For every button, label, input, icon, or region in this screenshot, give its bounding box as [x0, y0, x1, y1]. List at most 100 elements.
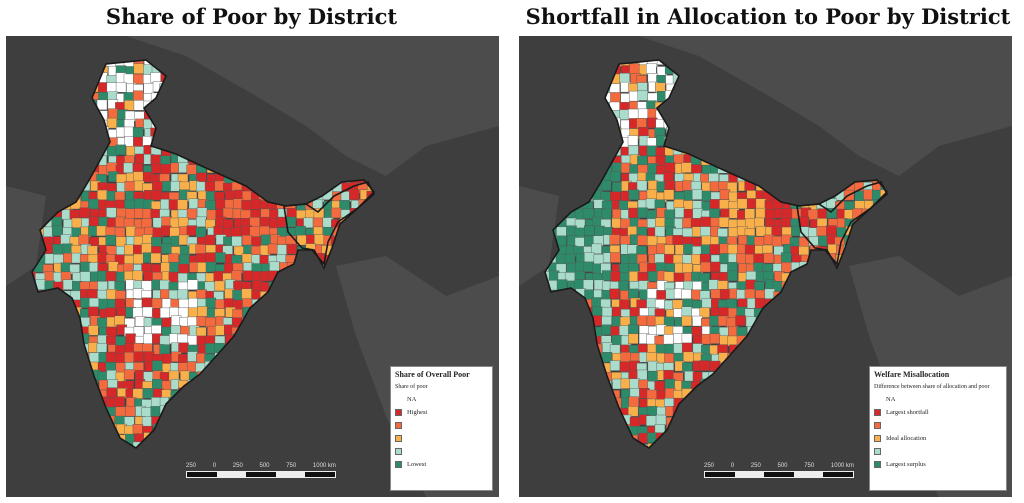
district — [755, 353, 766, 365]
scale-tick: 250 — [186, 463, 197, 469]
district — [53, 315, 64, 327]
district — [854, 325, 866, 337]
district — [834, 370, 846, 381]
district — [331, 343, 342, 354]
district — [798, 246, 809, 257]
district — [773, 423, 784, 435]
district — [51, 144, 62, 155]
district — [710, 90, 722, 102]
district — [754, 173, 766, 184]
district — [204, 343, 216, 354]
district — [115, 406, 126, 418]
district — [846, 290, 857, 302]
district — [314, 434, 325, 445]
district — [205, 317, 216, 328]
district — [287, 181, 299, 193]
district — [755, 163, 766, 174]
district — [215, 443, 226, 448]
district — [125, 333, 136, 344]
district — [755, 137, 766, 149]
district — [231, 236, 243, 247]
district — [592, 452, 602, 462]
district — [279, 183, 290, 194]
district — [808, 424, 819, 436]
district — [718, 72, 729, 83]
district — [34, 417, 45, 428]
district — [817, 280, 829, 291]
scale-tick: 750 — [804, 463, 815, 469]
district — [169, 101, 180, 112]
district — [782, 163, 793, 174]
district — [582, 182, 594, 193]
district — [583, 396, 595, 407]
district — [51, 344, 63, 356]
district — [682, 137, 693, 149]
district — [79, 135, 90, 147]
district — [88, 297, 100, 309]
district — [287, 174, 298, 185]
district — [728, 414, 740, 425]
district — [647, 271, 659, 282]
district — [278, 406, 290, 418]
district — [574, 110, 585, 121]
district — [44, 298, 55, 310]
district — [728, 109, 739, 121]
district — [737, 198, 748, 209]
district — [565, 397, 577, 409]
district — [807, 127, 819, 138]
district — [682, 117, 694, 129]
district — [242, 270, 254, 281]
district — [187, 335, 198, 346]
district — [809, 182, 820, 193]
district — [366, 208, 374, 219]
district — [80, 451, 90, 461]
district — [231, 110, 242, 121]
legend-item — [395, 420, 488, 430]
district — [187, 117, 199, 129]
district — [207, 416, 218, 428]
district — [367, 417, 374, 428]
district — [646, 389, 658, 401]
district — [763, 380, 774, 391]
district — [89, 126, 100, 138]
district — [70, 416, 81, 427]
district — [891, 181, 901, 191]
district — [33, 398, 44, 409]
district — [891, 226, 901, 236]
district — [124, 136, 135, 147]
district — [234, 426, 245, 437]
district — [681, 315, 692, 327]
district — [575, 91, 587, 103]
district — [124, 352, 135, 363]
district — [637, 207, 648, 218]
district — [80, 424, 91, 435]
district — [558, 353, 569, 364]
district — [807, 334, 818, 346]
district — [288, 380, 299, 391]
district — [170, 390, 182, 401]
district — [574, 441, 585, 448]
district — [32, 100, 38, 112]
district — [331, 307, 343, 319]
district — [215, 252, 226, 263]
district — [583, 145, 594, 157]
district — [584, 333, 595, 345]
district — [32, 75, 37, 86]
district — [61, 156, 73, 167]
district — [276, 289, 288, 300]
district — [178, 110, 189, 122]
district — [754, 92, 765, 103]
district — [548, 405, 559, 417]
district — [44, 253, 56, 265]
district — [558, 189, 569, 200]
district — [306, 343, 317, 355]
district — [70, 351, 81, 363]
district — [260, 443, 271, 448]
district — [53, 453, 63, 463]
district — [763, 345, 775, 356]
district — [737, 110, 749, 122]
district — [566, 333, 577, 344]
district — [70, 146, 82, 158]
district — [798, 307, 809, 318]
district — [564, 387, 576, 398]
